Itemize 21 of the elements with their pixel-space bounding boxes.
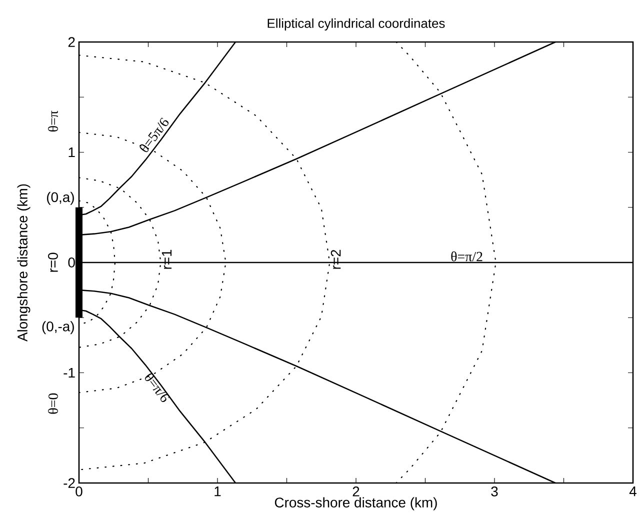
chart-title: Elliptical cylindrical coordinates <box>268 18 445 30</box>
x-tick-label: 4 <box>629 486 636 496</box>
y-tick-label: -2 <box>64 478 75 488</box>
y-tick-label: 2 <box>68 37 75 47</box>
x-tick-label: 0 <box>76 486 82 496</box>
annotation: r=2 <box>330 250 341 269</box>
text: θ=0 <box>48 393 58 414</box>
x-tick-label: 1 <box>214 486 221 496</box>
x-tick-label: 2 <box>352 486 360 496</box>
text: r=0 <box>48 252 58 272</box>
annotation: r=1 <box>162 250 172 269</box>
y-axis-title: Alongshore distance (km) <box>17 184 30 342</box>
annotation: (0,-a) <box>42 321 74 334</box>
annotation: θ=π/2 <box>451 251 482 262</box>
x-tick-label: 3 <box>491 486 498 496</box>
annotation: (0,a) <box>46 192 74 205</box>
x-axis-title: Cross-shore distance (km) <box>274 497 437 510</box>
y-tick-label: 1 <box>68 147 75 158</box>
y-tick-label: -1 <box>64 368 75 378</box>
y-tick-label: 0 <box>68 258 75 268</box>
text: θ=π <box>48 110 58 132</box>
